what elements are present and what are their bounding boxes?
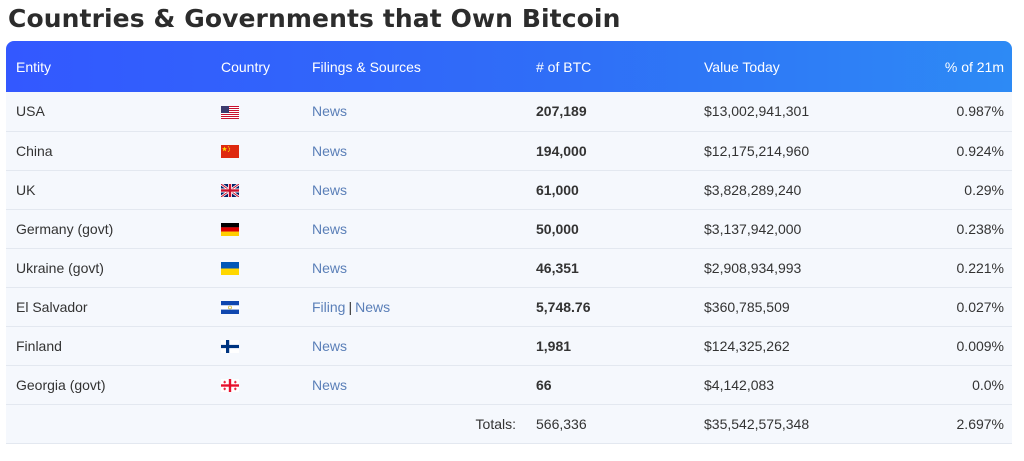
pct-cell: 0.987% <box>956 103 1004 120</box>
totals-row: Totals: 566,336 $35,542,575,348 2.697% <box>6 404 1012 443</box>
country-cell <box>211 248 302 287</box>
value-cell: $3,828,289,240 <box>704 181 802 198</box>
news-link[interactable]: News <box>312 220 348 237</box>
sources-cell: News <box>302 131 526 170</box>
ukraine-flag-icon <box>221 262 239 276</box>
btc-cell: 61,000 <box>536 181 579 198</box>
header-value[interactable]: Value Today <box>704 58 780 75</box>
table-row: UK News 61,000 $3,828,289,240 0.29% <box>6 170 1012 209</box>
el-salvador-flag-icon <box>221 301 239 315</box>
value-cell: $360,785,509 <box>704 298 790 315</box>
btc-cell: 66 <box>536 376 552 393</box>
finland-flag-icon <box>221 340 239 354</box>
entity-cell: El Salvador <box>16 298 88 315</box>
uk-flag-icon <box>221 184 239 198</box>
value-cell: $3,137,942,000 <box>704 220 802 237</box>
news-link[interactable]: News <box>355 298 391 315</box>
totals-value: $35,542,575,348 <box>704 415 810 432</box>
btc-cell: 5,748.76 <box>536 298 591 315</box>
entity-cell: USA <box>16 103 45 120</box>
value-cell: $2,908,934,993 <box>704 259 802 276</box>
btc-cell: 194,000 <box>536 142 587 159</box>
pct-cell: 0.0% <box>972 376 1004 393</box>
georgia-flag-icon <box>221 379 239 393</box>
entity-cell: Finland <box>16 337 62 354</box>
table-row: Finland News 1,981 $124,325,262 0.009% <box>6 326 1012 365</box>
news-link[interactable]: News <box>312 181 348 198</box>
table-row: Germany (govt) News 50,000 $3,137,942,00… <box>6 209 1012 248</box>
pct-cell: 0.29% <box>964 181 1004 198</box>
germany-flag-icon <box>221 223 239 237</box>
filing-link[interactable]: Filing <box>312 298 346 315</box>
header-entity[interactable]: Entity <box>16 58 52 75</box>
value-cell: $13,002,941,301 <box>704 103 810 120</box>
sources-cell: News <box>302 92 526 131</box>
value-cell: $4,142,083 <box>704 376 775 393</box>
sources-cell: News <box>302 365 526 404</box>
country-cell <box>211 92 302 131</box>
sources-cell: News <box>302 326 526 365</box>
news-link[interactable]: News <box>312 103 348 120</box>
pct-cell: 0.238% <box>956 220 1004 237</box>
entity-cell: Ukraine (govt) <box>16 259 104 276</box>
pct-cell: 0.221% <box>956 259 1004 276</box>
entity-cell: Germany (govt) <box>16 220 114 237</box>
totals-pct: 2.697% <box>956 415 1004 432</box>
table-header-row: Entity Country Filings & Sources # of BT… <box>6 41 1012 92</box>
pct-cell: 0.009% <box>956 337 1004 354</box>
value-cell: $124,325,262 <box>704 337 790 354</box>
btc-cell: 1,981 <box>536 337 572 354</box>
table-row: China News 194,000 $12,175,214,960 0.924… <box>6 131 1012 170</box>
china-flag-icon <box>221 145 239 159</box>
table-row: Georgia (govt) News 66 $4,142,083 0.0% <box>6 365 1012 404</box>
us-flag-icon <box>221 106 239 120</box>
pct-cell: 0.027% <box>956 298 1004 315</box>
header-pct[interactable]: % of 21m <box>944 58 1004 75</box>
btc-cell: 50,000 <box>536 220 579 237</box>
sources-cell: Filing | News <box>302 287 526 326</box>
news-link[interactable]: News <box>312 259 348 276</box>
source-separator: | <box>348 298 353 315</box>
country-cell <box>211 365 302 404</box>
header-country[interactable]: Country <box>221 58 271 75</box>
totals-btc: 566,336 <box>536 415 587 432</box>
page-title: Countries & Governments that Own Bitcoin <box>8 4 621 33</box>
table-row: El Salvador Filing | News 5,748.76 $360,78… <box>6 287 1012 326</box>
entity-cell: Georgia (govt) <box>16 376 106 393</box>
news-link[interactable]: News <box>312 337 348 354</box>
header-filings[interactable]: Filings & Sources <box>312 58 421 75</box>
value-cell: $12,175,214,960 <box>704 142 810 159</box>
pct-cell: 0.924% <box>956 142 1004 159</box>
table-row: Ukraine (govt) News 46,351 $2,908,934,99… <box>6 248 1012 287</box>
country-cell <box>211 209 302 248</box>
table-row: USA News 207,189 $13,002,941,301 0.987% <box>6 92 1012 131</box>
empty-cell <box>211 404 302 443</box>
sources-cell: News <box>302 170 526 209</box>
btc-cell: 207,189 <box>536 103 587 120</box>
country-cell <box>211 170 302 209</box>
sources-cell: News <box>302 248 526 287</box>
header-btc[interactable]: # of BTC <box>536 58 592 75</box>
btc-cell: 46,351 <box>536 259 579 276</box>
country-cell <box>211 287 302 326</box>
totals-label: Totals: <box>475 415 516 432</box>
news-link[interactable]: News <box>312 142 348 159</box>
entity-cell: China <box>16 142 53 159</box>
sources-cell: News <box>302 209 526 248</box>
country-cell <box>211 326 302 365</box>
news-link[interactable]: News <box>312 376 348 393</box>
country-cell <box>211 131 302 170</box>
entity-cell: UK <box>16 181 36 198</box>
empty-cell <box>6 404 211 443</box>
bitcoin-holdings-table: Entity Country Filings & Sources # of BT… <box>6 41 1012 444</box>
